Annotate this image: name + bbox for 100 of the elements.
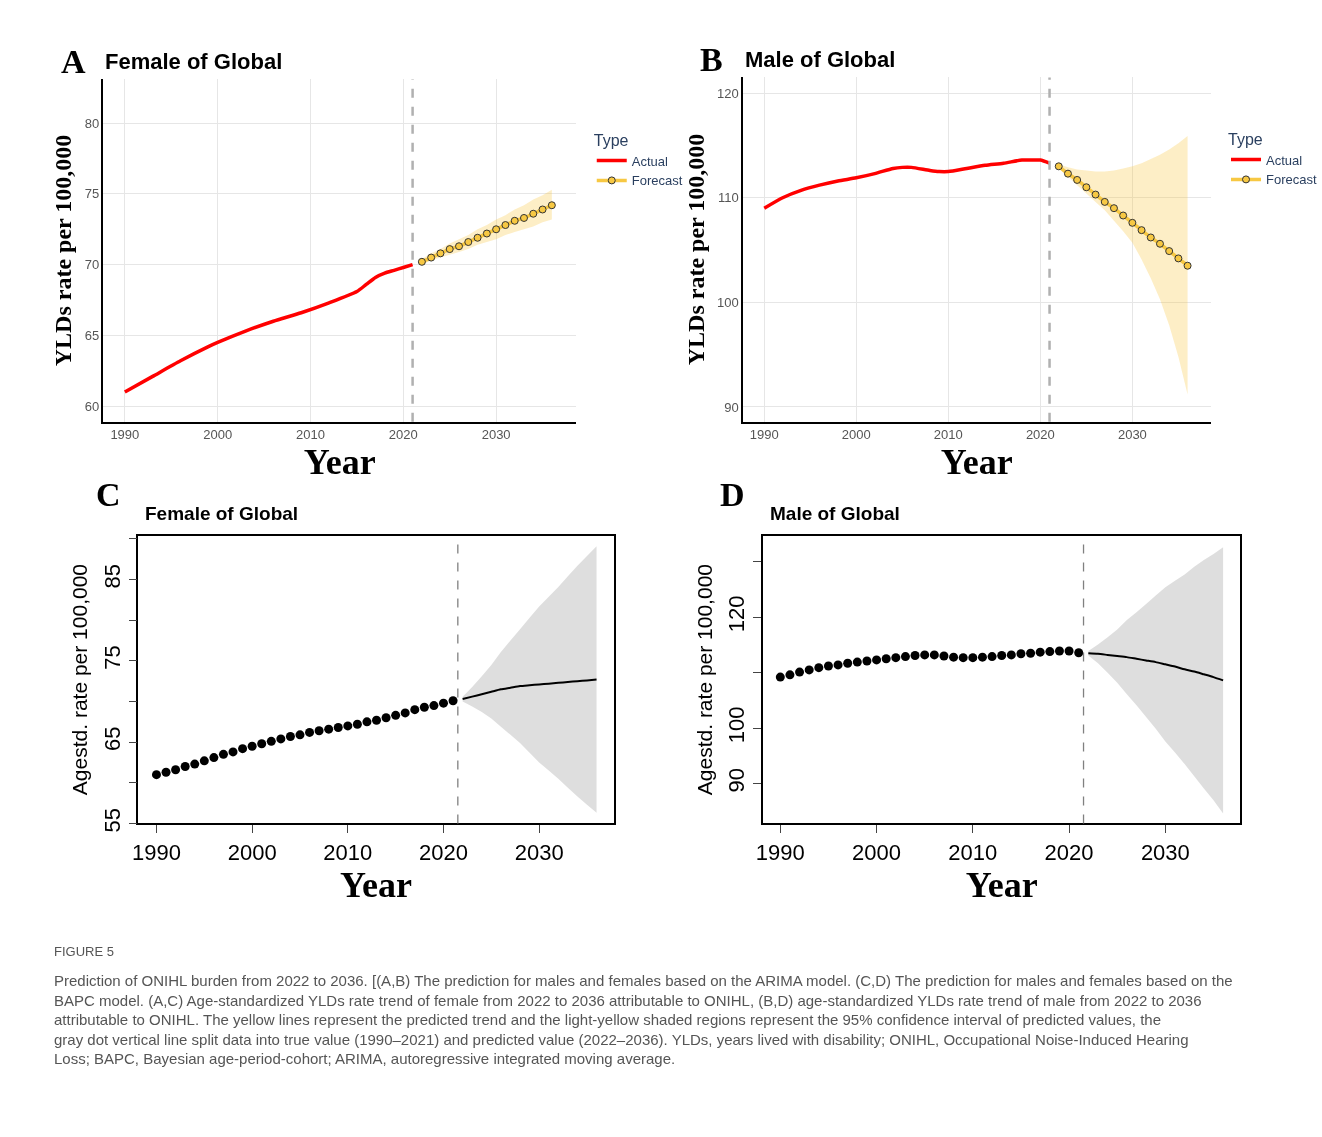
point (218, 749, 228, 759)
point (785, 670, 795, 680)
x-tick-label: 2010 (933, 426, 963, 442)
point (324, 724, 334, 734)
point (352, 719, 362, 729)
point (795, 667, 805, 677)
point (381, 713, 391, 723)
point (438, 698, 448, 708)
point (1119, 211, 1128, 220)
point (151, 770, 161, 780)
y-tick-label: 75 (84, 186, 100, 202)
point (987, 652, 997, 662)
y-tick-label: 65 (99, 726, 125, 752)
x-tick-label: 1990 (755, 839, 805, 865)
chart-title: Male of Global (745, 47, 896, 72)
point (1100, 197, 1109, 206)
line-series (461, 678, 598, 701)
x-tick-label: 2030 (1140, 839, 1190, 865)
point (823, 661, 833, 671)
point (464, 238, 473, 247)
point (1006, 650, 1016, 660)
point (180, 762, 190, 772)
point (427, 253, 436, 262)
point (920, 650, 930, 660)
point (314, 726, 324, 736)
x-axis-title: Year (340, 864, 413, 905)
point (276, 734, 286, 744)
caption: FIGURE 5 (54, 944, 114, 959)
point (977, 652, 987, 662)
point (1063, 169, 1072, 178)
legend-label: Actual (1266, 152, 1303, 168)
y-axis-title: YLDs rate per 100,000 (682, 133, 709, 366)
point (1045, 647, 1055, 657)
x-axis-title: Year (303, 442, 376, 483)
x-tick-label: 2000 (203, 426, 233, 442)
y-tick-label: 110 (718, 190, 739, 206)
point (910, 650, 920, 660)
legend-title: Type (1228, 130, 1263, 148)
point (429, 701, 439, 711)
x-tick-label: 2020 (1044, 839, 1094, 865)
point (343, 721, 353, 731)
point (510, 216, 519, 225)
point (852, 657, 862, 667)
point (529, 209, 538, 218)
point (997, 650, 1007, 660)
point (473, 233, 482, 242)
line-series (123, 262, 415, 394)
y-tick-label: 75 (99, 645, 125, 670)
point (266, 736, 276, 746)
x-tick-label: 2030 (514, 839, 564, 865)
point (492, 225, 501, 234)
chart-title: Male of Global (770, 503, 900, 524)
point (305, 727, 315, 737)
legend-label: Forecast (1266, 172, 1317, 188)
point (247, 741, 257, 751)
chart-title: Female of Global (145, 503, 299, 524)
y-axis-title: Agestd. rate per 100,000 (693, 563, 717, 796)
y-tick-label: 100 (724, 706, 750, 744)
point (1054, 646, 1064, 656)
y-tick-label: 55 (99, 807, 125, 833)
point (1146, 233, 1155, 242)
point (958, 653, 968, 663)
point (872, 655, 882, 665)
x-tick-label: 2000 (852, 839, 902, 865)
point (1073, 175, 1082, 184)
point (1082, 183, 1091, 192)
point (891, 653, 901, 663)
x-tick-label: 2020 (388, 426, 418, 442)
point (1054, 162, 1063, 171)
x-tick-label: 1990 (132, 839, 181, 865)
y-tick-label: 80 (84, 115, 100, 131)
x-tick-label: 1990 (749, 426, 779, 442)
x-tick-label: 2020 (419, 839, 468, 865)
point (843, 658, 853, 668)
point (482, 229, 491, 238)
point (1137, 226, 1146, 235)
x-tick-label: 2030 (1117, 426, 1147, 442)
point (417, 257, 426, 266)
y-tick-label: 120 (717, 85, 739, 101)
point (833, 660, 843, 670)
point (238, 744, 248, 754)
point (295, 730, 305, 740)
x-tick-label: 2010 (948, 839, 998, 865)
line-series (1087, 652, 1225, 682)
y-tick-label: 70 (84, 257, 100, 273)
point (199, 756, 209, 766)
point (775, 672, 785, 682)
point (400, 708, 410, 718)
point (362, 717, 372, 727)
x-tick-label: 2010 (296, 426, 325, 442)
y-tick-label: 90 (724, 399, 739, 415)
point (285, 731, 295, 741)
x-tick-label: 2000 (841, 426, 871, 442)
point (881, 654, 891, 664)
x-tick-label: 2000 (227, 839, 277, 865)
y-tick-label: 120 (724, 595, 750, 633)
point (1091, 190, 1100, 199)
y-axis-title: Agestd. rate per 100,000 (68, 563, 92, 796)
point (445, 245, 454, 254)
y-axis-title: YLDs rate per 100,000 (50, 134, 77, 367)
